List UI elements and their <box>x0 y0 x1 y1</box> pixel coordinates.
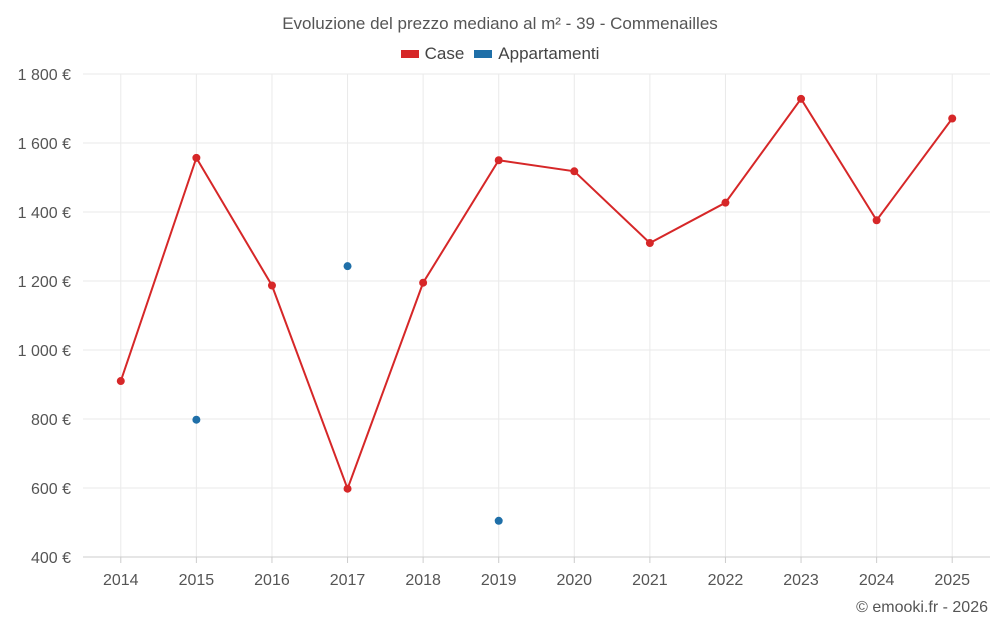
x-tick-label: 2019 <box>481 572 517 589</box>
x-tick-label: 2014 <box>103 572 139 589</box>
x-tick-label: 2021 <box>632 572 668 589</box>
data-point-case <box>721 198 730 207</box>
legend-item-appartamenti[interactable]: Appartamenti <box>474 44 599 64</box>
y-tick-label: 1 800 € <box>18 67 71 84</box>
x-tick-label: 2016 <box>254 572 290 589</box>
data-point-case <box>419 278 428 287</box>
axis-layer: 400 € 600 € 800 € 1 000 € 1 200 € 1 400 € 1 60… <box>18 67 990 589</box>
y-tick-label: 800 € <box>31 412 71 429</box>
x-tick-label: 2015 <box>179 572 215 589</box>
data-point-case <box>948 114 957 123</box>
x-tick-label: 2020 <box>556 572 592 589</box>
y-tick-label: 400 € <box>31 550 71 567</box>
legend: Case Appartamenti <box>0 44 1000 64</box>
x-tick-label: 2024 <box>859 572 895 589</box>
data-point-case <box>116 377 125 386</box>
legend-swatch-case <box>400 50 419 58</box>
x-tick-label: 2022 <box>708 572 744 589</box>
data-point-case <box>645 239 654 248</box>
chart-title: Evoluzione del prezzo mediano al m² - 39… <box>282 14 718 33</box>
y-tick-label: 1 000 € <box>18 343 71 360</box>
legend-swatch-appartamenti <box>474 50 493 58</box>
y-tick-label: 600 € <box>31 481 71 498</box>
legend-label-appartamenti: Appartamenti <box>498 44 600 63</box>
data-point-appartamenti <box>343 262 352 271</box>
series-line-case <box>119 97 954 492</box>
x-tick-label: 2023 <box>783 572 819 589</box>
data-point-appartamenti <box>494 516 503 525</box>
series-layer <box>116 94 957 525</box>
x-tick-label: 2025 <box>934 572 970 589</box>
data-point-case <box>267 281 276 290</box>
data-point-case <box>797 94 806 103</box>
y-tick-label: 1 200 € <box>18 274 71 291</box>
grid-layer <box>83 73 990 558</box>
data-point-case <box>192 153 201 162</box>
data-point-case <box>494 156 503 165</box>
x-tick-label: 2018 <box>405 572 441 589</box>
data-point-case <box>570 167 579 176</box>
x-tick-label: 2017 <box>330 572 366 589</box>
data-point-appartamenti <box>192 415 201 424</box>
legend-item-case[interactable]: Case <box>400 44 465 64</box>
legend-label-case: Case <box>424 44 465 63</box>
y-tick-label: 1 600 € <box>18 136 71 153</box>
data-point-case <box>872 216 881 225</box>
data-point-case <box>343 484 352 493</box>
footer-credit: © emooki.fr - 2026 <box>856 599 988 616</box>
y-tick-label: 1 400 € <box>18 205 71 222</box>
